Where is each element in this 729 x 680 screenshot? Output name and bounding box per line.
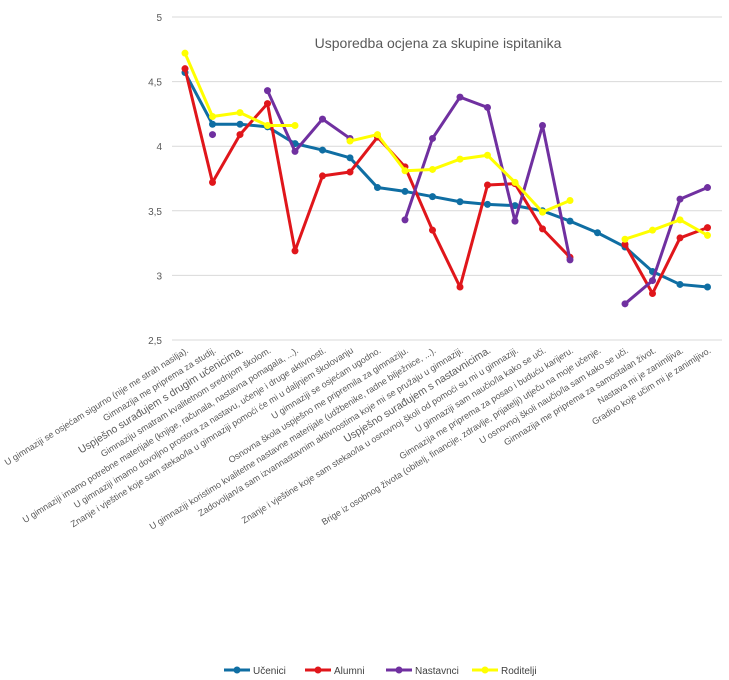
data-point bbox=[236, 109, 244, 117]
data-point bbox=[346, 154, 354, 162]
data-point bbox=[429, 134, 436, 142]
data-point bbox=[319, 146, 326, 154]
data-point bbox=[566, 256, 574, 264]
data-point bbox=[401, 216, 409, 224]
data-point bbox=[484, 200, 491, 208]
y-tick-label: 3 bbox=[156, 271, 162, 282]
data-point bbox=[704, 283, 711, 291]
data-point bbox=[539, 122, 546, 130]
data-point bbox=[566, 217, 574, 225]
data-point bbox=[319, 172, 326, 180]
y-axis-ticks: 2,5 3 3,5 4 4,5 5 bbox=[148, 13, 162, 347]
data-point bbox=[429, 226, 436, 234]
data-point bbox=[649, 277, 656, 285]
data-point bbox=[456, 93, 464, 101]
data-point bbox=[456, 155, 464, 163]
data-point bbox=[676, 280, 684, 288]
y-tick-label: 5 bbox=[156, 13, 162, 24]
series-lines bbox=[181, 49, 711, 308]
data-point bbox=[291, 122, 299, 130]
legend-item: Učenici bbox=[224, 666, 286, 677]
data-point bbox=[484, 181, 491, 189]
series-line bbox=[623, 218, 709, 241]
data-point bbox=[676, 234, 684, 242]
data-point bbox=[704, 231, 711, 239]
data-point bbox=[374, 184, 381, 192]
data-point bbox=[539, 225, 546, 233]
data-point bbox=[704, 184, 711, 192]
data-point bbox=[429, 165, 436, 173]
y-tick-label: 3,5 bbox=[148, 207, 162, 218]
data-point bbox=[594, 229, 601, 237]
legend-swatch-marker bbox=[233, 666, 241, 674]
data-point bbox=[264, 122, 271, 130]
data-point bbox=[291, 247, 299, 255]
data-point bbox=[511, 217, 519, 225]
legend-item: Alumni bbox=[305, 666, 365, 677]
y-tick-label: 2,5 bbox=[148, 336, 162, 347]
data-point bbox=[374, 131, 381, 139]
data-point bbox=[181, 49, 189, 57]
data-point bbox=[621, 240, 629, 248]
data-point bbox=[264, 100, 271, 108]
legend-swatch-marker bbox=[481, 666, 489, 674]
data-point bbox=[539, 208, 546, 216]
chart-title: Usporedba ocjena za skupine ispitanika bbox=[315, 35, 562, 51]
data-point bbox=[429, 193, 436, 201]
data-point bbox=[704, 224, 711, 232]
legend-label: Roditelji bbox=[501, 666, 537, 677]
data-point bbox=[209, 112, 216, 120]
legend-swatch-marker bbox=[314, 666, 322, 674]
legend-swatch-marker bbox=[395, 666, 403, 674]
legend: Učenici Alumni Nastavnci Roditelji bbox=[224, 666, 537, 677]
data-point bbox=[236, 131, 244, 139]
data-point bbox=[209, 120, 216, 128]
data-point bbox=[346, 168, 354, 176]
series-2 bbox=[209, 87, 711, 308]
data-point bbox=[511, 202, 519, 210]
legend-item: Nastavnci bbox=[386, 666, 459, 677]
data-point bbox=[511, 178, 519, 186]
series-line bbox=[266, 89, 352, 153]
series-line bbox=[403, 95, 572, 262]
data-point bbox=[346, 137, 354, 145]
legend-label: Nastavnci bbox=[415, 666, 459, 677]
data-point bbox=[181, 65, 189, 73]
series-line bbox=[183, 71, 709, 289]
data-point bbox=[456, 198, 464, 206]
data-point bbox=[264, 87, 271, 95]
data-point bbox=[456, 283, 464, 291]
data-point bbox=[401, 167, 409, 175]
data-point bbox=[484, 151, 491, 159]
data-point bbox=[291, 147, 299, 155]
data-point bbox=[649, 289, 656, 297]
data-point bbox=[319, 115, 326, 123]
data-point bbox=[621, 300, 629, 308]
data-point bbox=[676, 195, 684, 203]
data-point bbox=[649, 226, 656, 234]
legend-label: Alumni bbox=[334, 666, 365, 677]
series-1 bbox=[181, 65, 711, 297]
gridlines bbox=[172, 16, 722, 341]
series-line bbox=[623, 186, 709, 306]
series-3 bbox=[181, 49, 711, 243]
data-point bbox=[676, 216, 684, 224]
data-point bbox=[236, 120, 244, 128]
data-point bbox=[621, 235, 629, 243]
y-tick-label: 4,5 bbox=[148, 78, 162, 89]
data-point bbox=[401, 187, 409, 195]
x-axis-category-labels: U gimnaziji se osjećam sigurno (nije me … bbox=[3, 344, 713, 531]
legend-label: Učenici bbox=[253, 666, 286, 677]
series-line bbox=[623, 226, 709, 295]
data-point bbox=[209, 131, 216, 139]
data-point bbox=[566, 196, 574, 204]
y-tick-label: 4 bbox=[156, 142, 162, 153]
data-point bbox=[484, 103, 491, 111]
legend-item: Roditelji bbox=[472, 666, 537, 677]
data-point bbox=[209, 178, 216, 186]
